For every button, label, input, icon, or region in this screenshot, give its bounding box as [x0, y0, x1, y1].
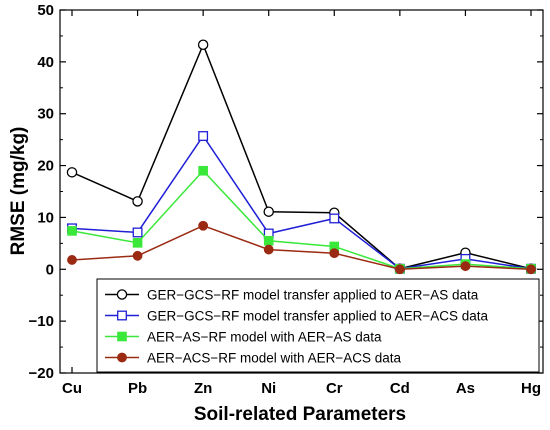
series-3-point — [263, 235, 274, 246]
y-tick-label: 40 — [37, 54, 54, 71]
legend-swatch-marker — [116, 289, 128, 300]
axes: −20 −10 0 10 20 30 40 50 Cu Pb Zn Ni Cr Cd As Hg — [29, 2, 543, 397]
x-tick-label-pb: Pb — [128, 380, 147, 397]
series-3-line — [71, 169, 532, 270]
x-tick-label-as: As — [456, 380, 475, 397]
y-tick-label: 0 — [46, 261, 54, 278]
y-tick-label: 30 — [37, 106, 54, 123]
x-tick-label-hg: Hg — [521, 380, 541, 397]
series-3-point — [198, 165, 208, 176]
legend-label-1: GER−GCS−RF model transfer applied to AER… — [147, 288, 479, 303]
series-1-point — [66, 167, 78, 178]
series-4-point — [460, 261, 471, 272]
series-2-point — [198, 131, 209, 141]
legend-swatch-marker — [117, 331, 127, 342]
y-tick-label: 50 — [37, 2, 54, 19]
series-3-point — [67, 226, 77, 236]
x-axis-title: Soil-related Parameters — [194, 404, 406, 425]
series-3-point — [132, 238, 143, 248]
x-tick-label-cd: Cd — [390, 380, 410, 397]
x-tick-label-zn: Zn — [194, 380, 212, 397]
x-tick-label-cr: Cr — [326, 380, 343, 397]
series-2-line — [71, 134, 532, 270]
y-tick-label: 10 — [37, 209, 54, 226]
series-1-point — [263, 206, 274, 217]
series-4 — [67, 220, 536, 275]
series-4-line — [71, 224, 532, 271]
series-lines — [66, 39, 537, 275]
series-1-point — [197, 39, 209, 50]
y-tick-label: 20 — [37, 158, 54, 175]
legend-label-2: GER−GCS−RF model transfer applied to AER… — [147, 309, 489, 324]
legend-label-3: AER−AS−RF model with AER−AS data — [147, 330, 382, 345]
series-4-point — [526, 264, 536, 275]
y-axis-title: RMSE (mg/kg) — [8, 127, 29, 256]
legend: GER−GCS−RF model transfer applied to AER… — [96, 278, 540, 373]
x-tick-label-ni: Ni — [261, 380, 276, 397]
legend-swatch-marker — [117, 310, 127, 321]
y-tick-label: −20 — [29, 365, 54, 382]
y-tick-label: −10 — [29, 313, 54, 330]
x-tick-label-cu: Cu — [62, 380, 82, 397]
series-2-point — [132, 227, 143, 238]
series-4-point — [132, 250, 143, 261]
legend-box — [96, 278, 540, 373]
legend-swatch-marker — [117, 352, 127, 363]
series-4-point — [198, 220, 209, 231]
series-1-point — [132, 196, 143, 207]
series-1-line — [71, 42, 532, 270]
series-2-point — [329, 213, 340, 224]
legend-label-4: AER−ACS−RF model with AER−ACS data — [147, 351, 401, 366]
series-4-point — [329, 248, 340, 259]
series-3 — [67, 165, 536, 274]
series-4-point — [263, 244, 274, 255]
series-4-point — [394, 264, 405, 275]
series-4-point — [67, 255, 77, 265]
